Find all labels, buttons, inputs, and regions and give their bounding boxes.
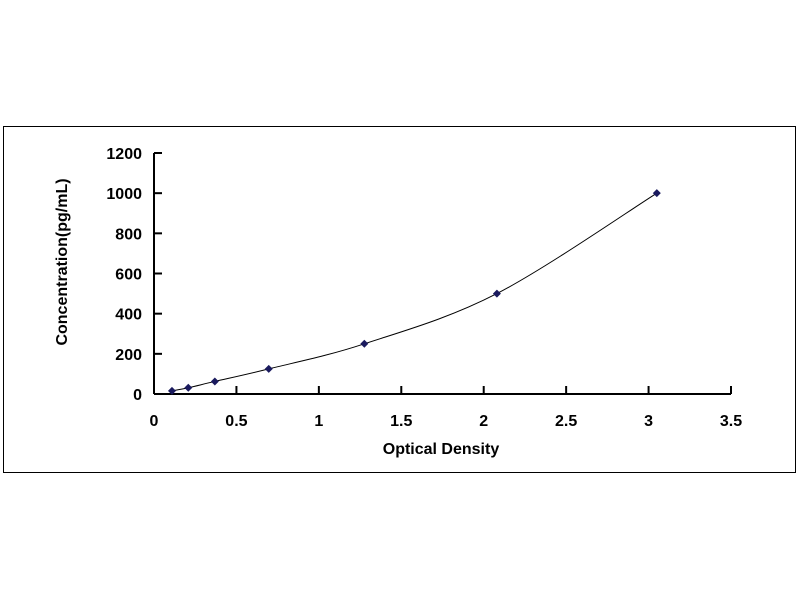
y-tick-label: 400 <box>115 307 142 324</box>
y-tick-label: 1200 <box>106 146 142 163</box>
x-tick-label: 3.5 <box>720 413 742 430</box>
y-tick-label: 200 <box>115 347 142 364</box>
data-point <box>210 377 219 386</box>
y-tick-label: 800 <box>115 226 142 243</box>
data-point <box>167 386 176 395</box>
y-tick-label: 1000 <box>106 186 142 203</box>
x-tick-label: 0 <box>150 413 159 430</box>
fit-curve <box>171 192 658 392</box>
y-tick-label: 600 <box>115 267 142 284</box>
data-point <box>652 189 661 198</box>
y-tick-label: 0 <box>133 387 142 404</box>
x-tick-label: 3 <box>644 413 653 430</box>
data-point <box>360 339 369 348</box>
y-axis-label: Concentration(pg/mL) <box>54 178 71 345</box>
x-tick-label: 0.5 <box>225 413 247 430</box>
x-axis-label: Optical Density <box>383 441 500 458</box>
x-tick-label: 2 <box>479 413 488 430</box>
data-point <box>264 364 273 373</box>
data-point <box>492 289 501 298</box>
x-tick-label: 2.5 <box>555 413 577 430</box>
chart-frame <box>3 126 796 473</box>
x-tick-label: 1.5 <box>390 413 412 430</box>
x-tick-label: 1 <box>314 413 323 430</box>
data-point <box>184 383 193 392</box>
